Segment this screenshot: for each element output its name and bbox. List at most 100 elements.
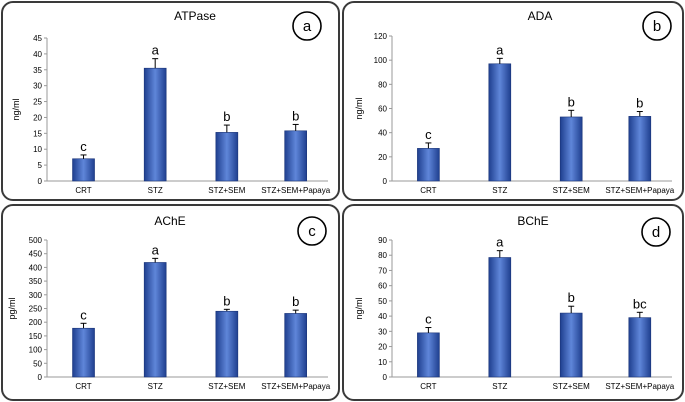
bar-stz	[488, 63, 512, 182]
y-tick-label: 200	[29, 318, 43, 327]
y-tick-label: 45	[33, 34, 42, 43]
bar-stz-sem-papaya	[628, 317, 652, 378]
significance-letter: a	[496, 235, 504, 250]
y-tick-label: 500	[29, 236, 43, 245]
chart-atpase: ATPase a 0 5 10 15 20 25 30 35 40 45 ng/ml c CRT a STZ b S…	[11, 9, 331, 195]
x-tick-label: STZ+SEM+Papaya	[605, 382, 674, 391]
y-tick-label: 50	[378, 297, 387, 306]
bar-stz-sem	[559, 116, 583, 182]
chart-title: BChE	[517, 214, 548, 228]
bar-stz	[143, 262, 167, 378]
y-axis-label: ng/ml	[354, 297, 364, 319]
significance-letter: b	[223, 109, 230, 124]
panel-label-circle	[297, 216, 327, 246]
significance-letter: b	[223, 293, 230, 308]
x-tick-label: STZ	[492, 382, 507, 391]
y-tick-label: 30	[33, 82, 42, 91]
y-tick-label: 150	[29, 332, 43, 341]
y-tick-label: 80	[378, 251, 387, 260]
significance-letter: b	[292, 108, 299, 123]
bar-stz-sem-papaya	[284, 130, 307, 182]
significance-letter: a	[152, 43, 160, 58]
bar-crt	[72, 158, 95, 182]
significance-letter: c	[425, 127, 432, 142]
y-tick-label: 10	[378, 358, 387, 367]
y-axis-label: ng/ml	[11, 98, 21, 120]
bar-stz-sem	[559, 312, 583, 378]
y-tick-label: 400	[29, 263, 43, 272]
y-tick-label: 40	[378, 129, 387, 138]
y-tick-label: 20	[378, 153, 387, 162]
x-tick-label: STZ	[148, 382, 163, 391]
panel-label: a	[303, 18, 312, 35]
chart-ada: ADA b 0 20 40 60 80 100 120 ng/ml c CRT a STZ b STZ+SEM…	[354, 9, 675, 195]
chart-title: AChE	[154, 214, 185, 228]
panel-label: d	[652, 224, 660, 241]
y-tick-label: 0	[38, 373, 43, 382]
y-tick-label: 0	[383, 177, 388, 186]
bar-stz-sem	[215, 310, 239, 378]
y-tick-label: 0	[383, 373, 388, 382]
y-tick-label: 5	[38, 161, 43, 170]
significance-letter: b	[636, 96, 643, 111]
bar-stz-sem-papaya	[284, 313, 307, 378]
x-tick-label: STZ	[492, 186, 507, 195]
significance-letter: c	[425, 312, 432, 327]
y-tick-label: 50	[33, 359, 42, 368]
bar-stz-sem	[215, 132, 239, 182]
x-tick-label: STZ	[148, 186, 163, 195]
y-tick-label: 120	[374, 32, 388, 41]
x-tick-label: CRT	[75, 186, 91, 195]
y-tick-label: 40	[378, 312, 387, 321]
panel-label-circle	[642, 11, 672, 41]
y-tick-label: 35	[33, 66, 42, 75]
significance-letter: b	[568, 290, 575, 305]
x-tick-label: STZ+SEM+Papaya	[261, 382, 330, 391]
x-tick-label: STZ+SEM	[208, 186, 245, 195]
y-tick-label: 70	[378, 266, 387, 275]
panel-label: b	[653, 18, 661, 35]
bar-crt	[72, 327, 95, 378]
chart-title: ATPase	[174, 9, 216, 23]
panel-ache	[1, 204, 340, 401]
y-tick-label: 40	[33, 50, 42, 59]
chart-bche: BChE d 0 10 20 30 40 50 60 70 80 90 ng/ml c CRT a STZ b ST…	[354, 214, 675, 391]
y-tick-label: 100	[29, 346, 43, 355]
significance-letter: c	[80, 139, 87, 154]
y-tick-label: 60	[378, 282, 387, 291]
panel-ada	[342, 1, 684, 201]
y-tick-label: 300	[29, 291, 43, 300]
chart-title: ADA	[528, 9, 553, 23]
y-tick-label: 0	[38, 177, 43, 186]
panel-label-circle	[292, 11, 322, 41]
x-tick-label: CRT	[420, 382, 436, 391]
bar-crt	[417, 332, 440, 378]
y-tick-label: 25	[33, 98, 42, 107]
x-tick-label: STZ+SEM	[553, 186, 590, 195]
y-tick-label: 250	[29, 305, 43, 314]
chart-ache: AChE c 0 50 100 150 200 250 300 350 400 450 500 pg/ml…	[7, 214, 331, 391]
y-tick-label: 60	[378, 105, 387, 114]
y-tick-label: 10	[33, 145, 42, 154]
y-tick-label: 20	[378, 343, 387, 352]
bar-stz-sem-papaya	[628, 116, 652, 182]
y-tick-label: 30	[378, 327, 387, 336]
panel-atpase	[1, 1, 340, 201]
significance-letter: a	[496, 42, 504, 57]
significance-letter: b	[568, 94, 575, 109]
x-tick-label: STZ+SEM	[208, 382, 245, 391]
panel-label: c	[308, 223, 316, 240]
y-axis-label: ng/ml	[354, 97, 364, 119]
y-tick-label: 100	[374, 56, 388, 65]
bar-crt	[417, 148, 440, 182]
x-tick-label: CRT	[75, 382, 91, 391]
y-tick-label: 350	[29, 277, 43, 286]
x-tick-label: CRT	[420, 186, 436, 195]
x-tick-label: STZ+SEM+Papaya	[605, 186, 674, 195]
y-axis-label: pg/ml	[7, 297, 17, 319]
x-tick-label: STZ+SEM+Papaya	[261, 186, 330, 195]
y-tick-label: 450	[29, 250, 43, 259]
panel-label-circle	[641, 217, 671, 247]
bar-stz	[488, 257, 512, 378]
